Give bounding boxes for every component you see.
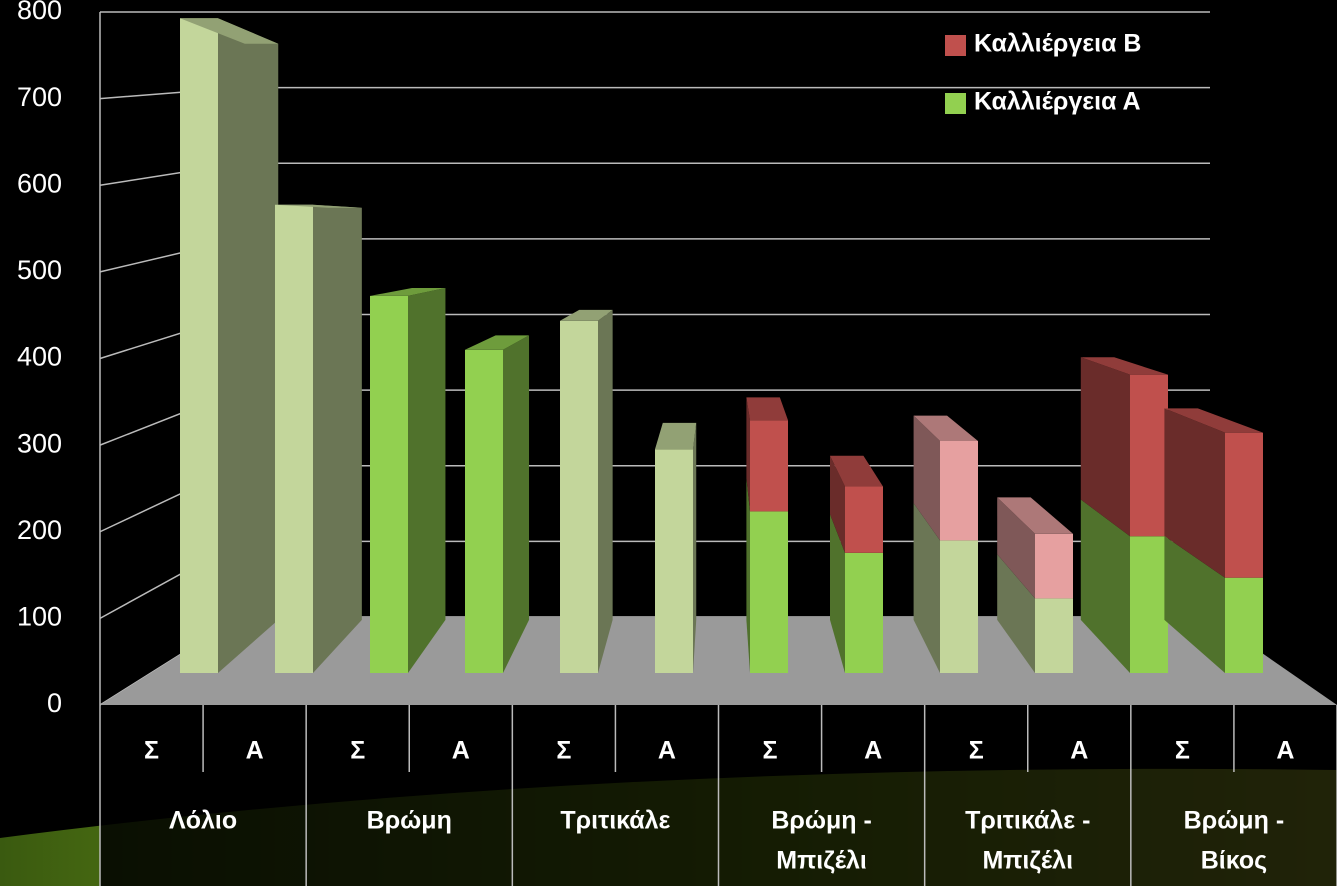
y-tick-label: 800 <box>17 0 62 25</box>
x-tick-label: Σ <box>763 737 778 765</box>
bar-side <box>913 415 940 541</box>
bar-top <box>370 288 446 296</box>
bar <box>1130 374 1168 537</box>
bar-top <box>560 309 613 321</box>
bar <box>275 204 313 673</box>
group-label: Βρώμη <box>367 807 452 835</box>
x-tick-label: Α <box>864 737 882 765</box>
bar-side <box>997 554 1035 673</box>
bar <box>940 540 978 673</box>
bar-side <box>1164 535 1225 673</box>
legend-swatch <box>945 35 966 56</box>
group-label: Τριτικάλε <box>560 807 670 835</box>
bar-side <box>218 18 279 674</box>
bar-top <box>913 415 978 441</box>
bar <box>1035 533 1073 599</box>
bar-top <box>1164 408 1263 433</box>
y-tick-label: 100 <box>17 602 62 632</box>
group-label: Βρώμη - <box>771 807 871 835</box>
legend: Καλλιέργεια Β Καλλιέργεια Α <box>945 30 1141 116</box>
y-tick-label: 700 <box>17 82 62 112</box>
bar <box>180 18 218 674</box>
bar-side <box>503 335 530 673</box>
y-tick-label: 200 <box>17 515 62 545</box>
x-tick-label: Σ <box>1175 737 1190 765</box>
bar <box>560 320 598 673</box>
bar-top <box>465 335 530 350</box>
bar-side <box>746 477 750 673</box>
group-label: Μπιζέλι <box>982 847 1073 875</box>
legend-swatch <box>945 93 966 114</box>
group-label: Βίκος <box>1201 847 1267 875</box>
bar <box>845 552 883 673</box>
y-tick-label: 300 <box>17 428 62 458</box>
bar-top <box>655 422 697 450</box>
x-tick-label: Σ <box>556 737 571 765</box>
bar-side <box>598 309 613 673</box>
bar <box>655 449 693 673</box>
legend-label: Καλλιέργεια Β <box>974 30 1141 58</box>
bar <box>370 295 408 673</box>
bar-side <box>746 397 750 512</box>
bar-side <box>693 422 697 673</box>
bar-side <box>408 288 446 673</box>
x-tick-label: Σ <box>144 737 159 765</box>
x-tick-label: Σ <box>350 737 365 765</box>
group-label: Λόλιο <box>169 807 237 835</box>
bar-side <box>830 455 845 553</box>
x-tick-label: Α <box>658 737 676 765</box>
bar-top <box>275 204 362 208</box>
bar <box>750 511 788 673</box>
bar-top <box>1080 357 1168 375</box>
bar-side <box>313 204 362 673</box>
bar-side <box>1164 408 1225 578</box>
x-tick-label: Α <box>1276 737 1294 765</box>
bar-top <box>830 455 883 487</box>
y-tick-label: 500 <box>17 255 62 285</box>
x-tick-label: Σ <box>969 737 984 765</box>
y-tick-label: 600 <box>17 168 62 198</box>
bar-side <box>830 514 845 673</box>
group-label: Βρώμη - <box>1184 807 1284 835</box>
y-tick-label: 0 <box>47 688 62 718</box>
bar-side <box>1080 357 1130 537</box>
group-label: Μπιζέλι <box>776 847 867 875</box>
bar <box>465 349 503 673</box>
bar-top <box>997 497 1073 534</box>
bar <box>1225 432 1263 578</box>
bar <box>845 486 883 553</box>
bar-side <box>913 503 940 673</box>
bar-side <box>1080 499 1130 673</box>
x-tick-label: Α <box>1070 737 1088 765</box>
y-tick-label: 400 <box>17 342 62 372</box>
bar <box>1130 536 1168 673</box>
bar-top <box>180 18 279 44</box>
group-label: Τριτικάλε - <box>965 807 1090 835</box>
bar <box>940 440 978 541</box>
x-tick-label: Α <box>246 737 264 765</box>
bar-top <box>746 397 788 421</box>
bar <box>750 420 788 512</box>
bar-side <box>997 497 1035 599</box>
legend-label: Καλλιέργεια Α <box>974 88 1141 116</box>
bar <box>1225 577 1263 673</box>
bar <box>1035 598 1073 673</box>
x-tick-label: Α <box>452 737 470 765</box>
